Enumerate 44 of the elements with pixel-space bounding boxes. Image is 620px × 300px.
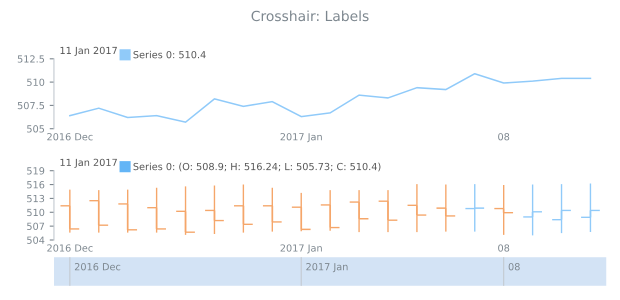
candlestick — [436, 184, 456, 232]
candlestick — [378, 189, 398, 233]
y-tick-label: 513 — [27, 194, 44, 202]
x-tick-label: 08 — [498, 244, 510, 252]
candlestick — [118, 188, 138, 234]
candlestick — [292, 192, 311, 232]
x-tick-label: 2017 Jan — [280, 244, 322, 254]
category-label: 08 — [508, 263, 520, 270]
category-label: 2016 Dec — [74, 263, 120, 270]
candlestick — [89, 189, 108, 234]
y-tick-label: 510 — [27, 78, 44, 86]
line-series — [69, 72, 592, 123]
y-tick-label: 504 — [27, 236, 44, 244]
candlestick — [523, 184, 542, 236]
x-tick-label: 2016 Dec — [47, 244, 93, 252]
text: 11 Jan 2017 — [60, 158, 117, 168]
candlestick — [205, 184, 224, 235]
candlestick — [147, 187, 166, 234]
candlestick — [320, 189, 340, 232]
x-tick-label: 08 — [498, 133, 510, 140]
category-label: 2017 Jan — [306, 263, 348, 272]
text: Series 0: (O: 508.9; H: 516.24; L: 505.73; C: 510.4) — [134, 162, 380, 172]
candlestick — [494, 184, 514, 236]
candlestick — [581, 182, 600, 233]
y-tick-label: 516 — [27, 181, 44, 188]
candlestick — [350, 189, 368, 233]
candlestick — [552, 183, 571, 234]
y-tick-label: 510 — [27, 208, 44, 216]
y-tick-label: 505 — [27, 125, 44, 133]
y-tick-label: 512.5 — [18, 55, 44, 63]
x-tick-label: 2016 Dec — [47, 133, 93, 140]
legend-label: Series 0: 510.4 — [134, 50, 206, 58]
candlestick — [176, 186, 195, 236]
candlestick — [234, 184, 253, 234]
candlestick — [408, 183, 426, 233]
candlestick — [262, 187, 282, 232]
y-tick-label: 519 — [27, 167, 44, 175]
candlestick — [60, 188, 80, 234]
candlestick — [465, 183, 484, 232]
y-tick-label: 507 — [27, 222, 44, 230]
y-tick-label: 507.5 — [18, 102, 44, 110]
x-tick-label: 2017 Jan — [280, 133, 322, 142]
chart-title: Crosshair: Labels — [252, 10, 369, 22]
text: 11 Jan 2017 — [60, 46, 117, 56]
